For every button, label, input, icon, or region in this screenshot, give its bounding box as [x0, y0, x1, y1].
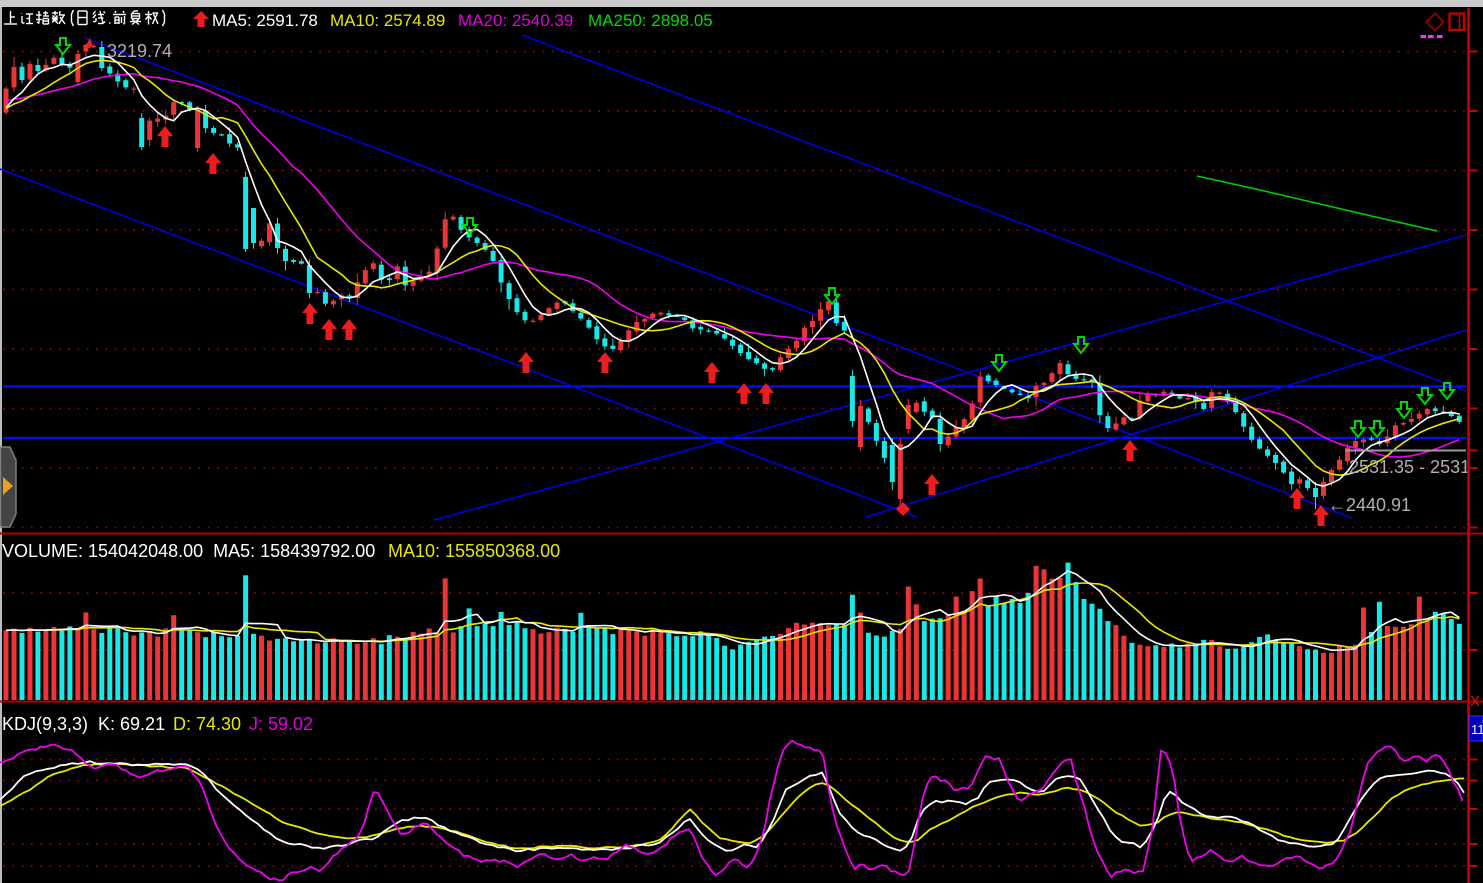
- svg-text:2531.35 - 2531: 2531.35 - 2531: [1349, 457, 1470, 477]
- svg-text:X: X: [1470, 693, 1480, 710]
- svg-text:11: 11: [1471, 722, 1483, 737]
- svg-text:3219.74: 3219.74: [107, 41, 172, 61]
- svg-text:←2440.91: ←2440.91: [1328, 495, 1411, 515]
